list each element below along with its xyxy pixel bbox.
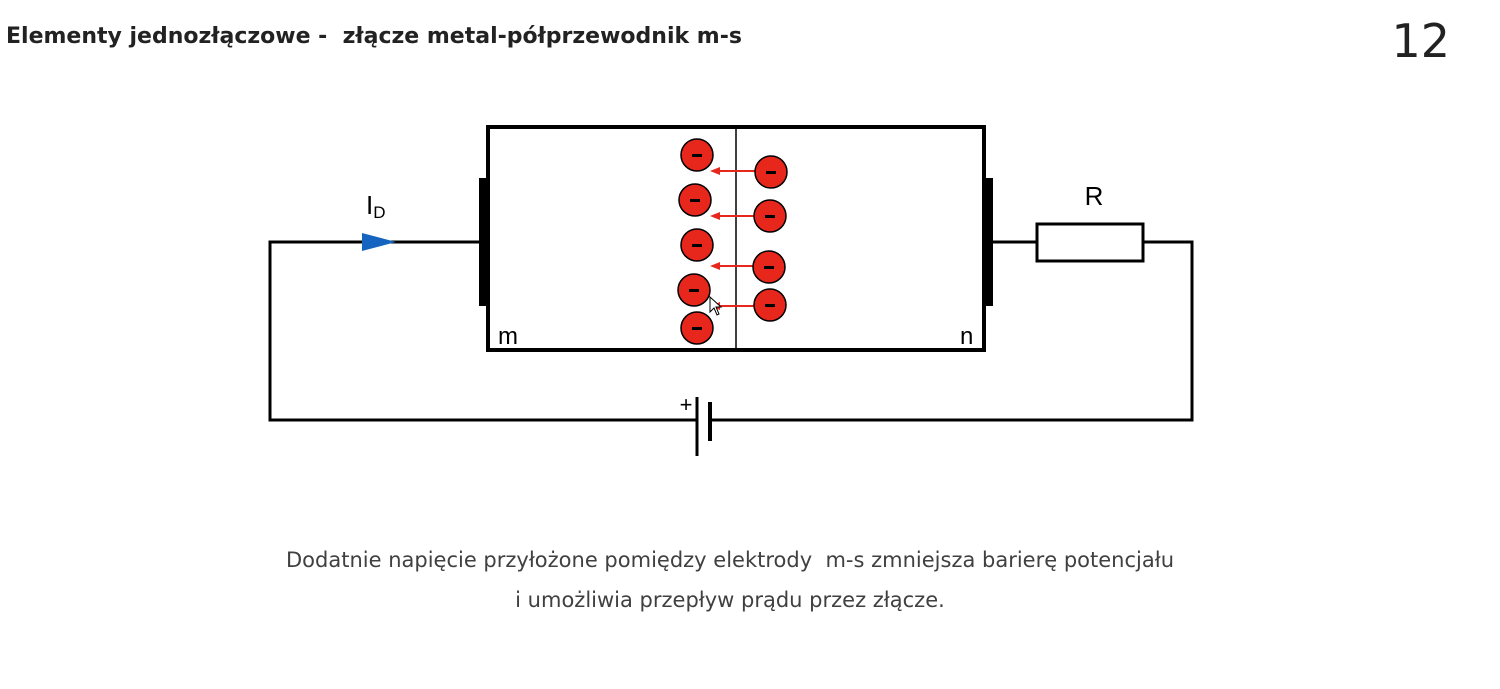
mouse-pointer-icon [709, 295, 723, 316]
caption: Dodatnie napięcie przyłożone pomiędzy el… [0, 540, 1460, 620]
slide-number: 12 [1391, 14, 1450, 68]
electron [680, 311, 714, 345]
resistor [1035, 222, 1145, 263]
electron [753, 199, 787, 233]
semiconductor-electrode [983, 178, 993, 306]
current-label: ID [366, 190, 386, 222]
slide-title: Elementy jednozłączowe - złącze metal-pó… [6, 24, 742, 49]
electron [680, 138, 714, 172]
electrons-semiconductor-side [752, 155, 788, 322]
resistor-label: R [1085, 181, 1104, 211]
electron-flow-arrows [710, 167, 755, 310]
flow-arrow [710, 262, 755, 270]
flow-arrow [710, 212, 755, 220]
electron [753, 288, 787, 322]
electron [752, 250, 786, 284]
current-label-subscript: D [373, 203, 385, 222]
electron [680, 228, 714, 262]
battery-plus-label: + [680, 392, 693, 417]
flow-arrow [710, 167, 755, 175]
metal-electrode [479, 178, 489, 306]
wire-right-loop [711, 240, 1194, 422]
caption-line-2: i umożliwia przepływ prądu przez złącze. [515, 588, 945, 612]
electrons-metal-side [677, 138, 714, 345]
electron [678, 183, 712, 217]
semiconductor-label: n [960, 323, 973, 350]
circuit-wires [268, 240, 1194, 422]
electron [754, 155, 788, 189]
current-label-main: I [366, 190, 373, 220]
caption-line-1: Dodatnie napięcie przyłożone pomiędzy el… [286, 548, 1174, 572]
electron [677, 273, 711, 307]
current-arrow [362, 233, 396, 251]
metal-label: m [498, 323, 518, 350]
